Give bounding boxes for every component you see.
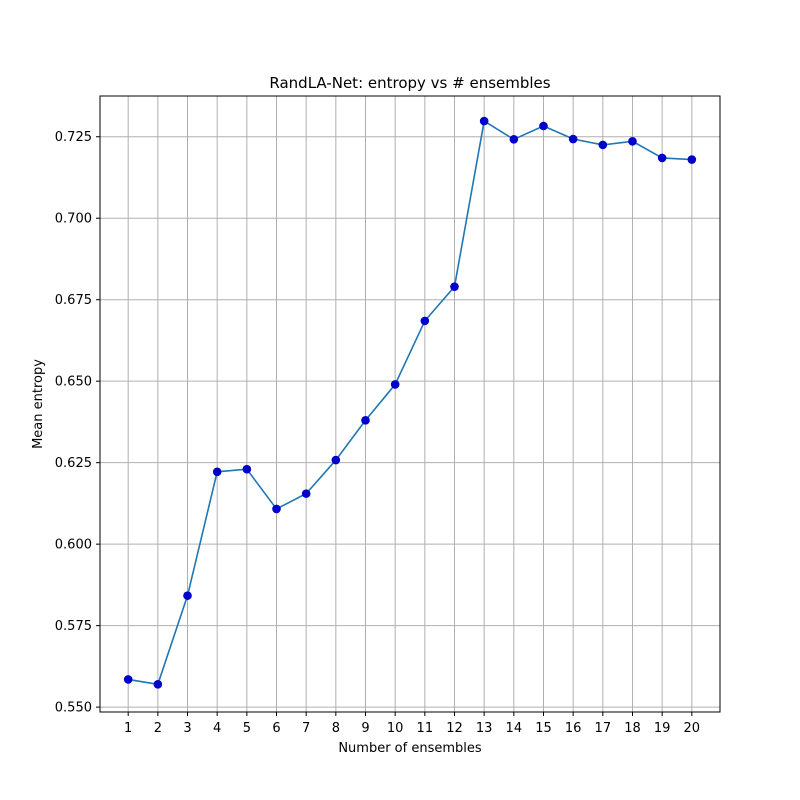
data-point: [509, 135, 519, 144]
data-point: [212, 467, 222, 477]
data-point: [272, 504, 281, 514]
x-tick-label: 9: [361, 721, 369, 736]
data-point: [450, 282, 459, 291]
data-point: [331, 455, 341, 465]
x-tick-label: 7: [302, 721, 310, 736]
x-tick-label: 13: [476, 721, 493, 736]
x-tick-label: 20: [684, 721, 701, 736]
series-layer: [123, 116, 697, 689]
x-tick-label: 11: [417, 721, 434, 736]
x-tick-label: 5: [243, 721, 251, 736]
x-tick-label: 6: [272, 721, 280, 736]
data-point: [361, 415, 370, 425]
data-point: [479, 116, 489, 126]
data-point: [687, 155, 697, 164]
x-tick-label: 10: [387, 721, 404, 736]
data-point: [301, 489, 311, 498]
chart-title: RandLA-Net: entropy vs # ensembles: [269, 74, 550, 92]
y-axis-label: Mean entropy: [31, 359, 46, 449]
y-tick-label: 0.550: [55, 701, 92, 716]
y-tick-label: 0.600: [55, 538, 92, 553]
data-point: [539, 121, 548, 131]
y-tick-label: 0.625: [55, 456, 92, 471]
data-point: [628, 137, 637, 146]
x-tick-label: 16: [565, 721, 582, 736]
x-tick-label: 14: [506, 721, 523, 736]
series-line: [128, 119, 692, 686]
x-axis-label: Number of ensembles: [338, 741, 482, 756]
y-tick-label: 0.675: [55, 293, 92, 308]
y-tick-label: 0.575: [55, 619, 92, 634]
data-point: [390, 380, 400, 389]
data-point: [242, 464, 252, 474]
data-point: [420, 316, 430, 326]
data-point: [568, 134, 578, 144]
data-point: [153, 679, 163, 689]
y-tick-label: 0.725: [55, 130, 92, 145]
data-point: [598, 140, 608, 150]
x-tick-label: 19: [654, 721, 671, 736]
x-tick-label: 18: [624, 721, 641, 736]
data-point: [657, 153, 667, 163]
x-tick-label: 4: [213, 721, 221, 736]
x-tick-label: 8: [332, 721, 340, 736]
x-tick-label: 12: [446, 721, 463, 736]
x-tick-label: 3: [183, 721, 191, 736]
tick-layer: 1 2 3 4 5 6 7 8 9 10 11 12 13 14 15 16 17 18 19 200.5500.57…: [55, 130, 700, 736]
x-tick-label: 1: [124, 721, 132, 736]
x-tick-label: 15: [535, 721, 552, 736]
data-point: [183, 591, 192, 600]
data-point: [123, 675, 133, 684]
x-tick-label: 17: [595, 721, 612, 736]
grid-layer: [100, 96, 720, 712]
plot-frame: [99, 95, 721, 713]
x-tick-label: 2: [154, 721, 162, 736]
y-tick-label: 0.650: [55, 375, 92, 390]
y-tick-label: 0.700: [55, 212, 92, 227]
